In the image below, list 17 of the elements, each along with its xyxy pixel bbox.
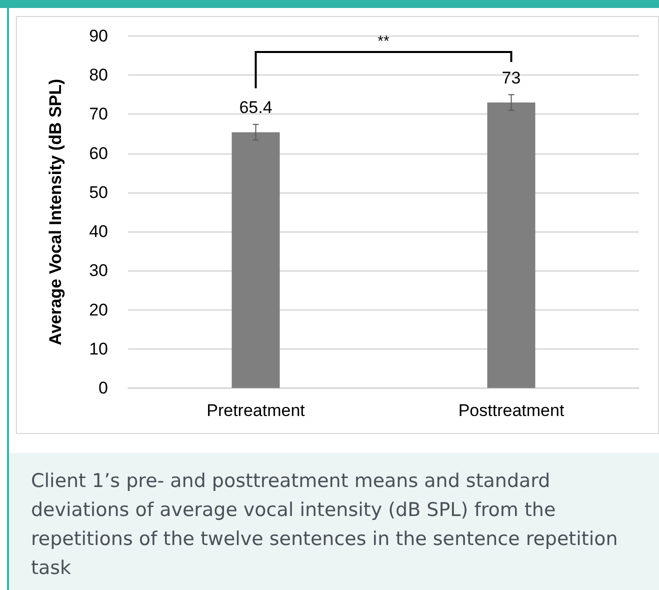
annotation: ** (378, 33, 390, 50)
data-label: 65.4 (239, 98, 272, 118)
y-tick-label: 10 (89, 339, 108, 358)
y-tick-label: 70 (89, 104, 108, 124)
text: Client 1’s pre- and posttreatment means and standard deviations of average vocal intensity (dB SPL) from the repetitions of the twelve sentences in the sentence repetition task (9, 453, 659, 590)
x-tick-label: Posttreatment (458, 401, 564, 420)
y-tick-label: 50 (89, 182, 108, 202)
y-tick-label: 80 (89, 66, 108, 85)
data-label: 73 (502, 68, 521, 88)
y-tick-label: 0 (98, 378, 108, 398)
y-tick-label: 20 (89, 300, 108, 320)
y-tick-label: 40 (89, 222, 108, 242)
y-tick-label: 30 (89, 261, 108, 280)
y-tick-label: 90 (89, 26, 108, 46)
y-axis-title: Average Vocal Intensity (dB SPL) (46, 78, 65, 346)
y-tick-label: 60 (89, 144, 108, 163)
x-tick-label: Pretreatment (206, 401, 306, 420)
